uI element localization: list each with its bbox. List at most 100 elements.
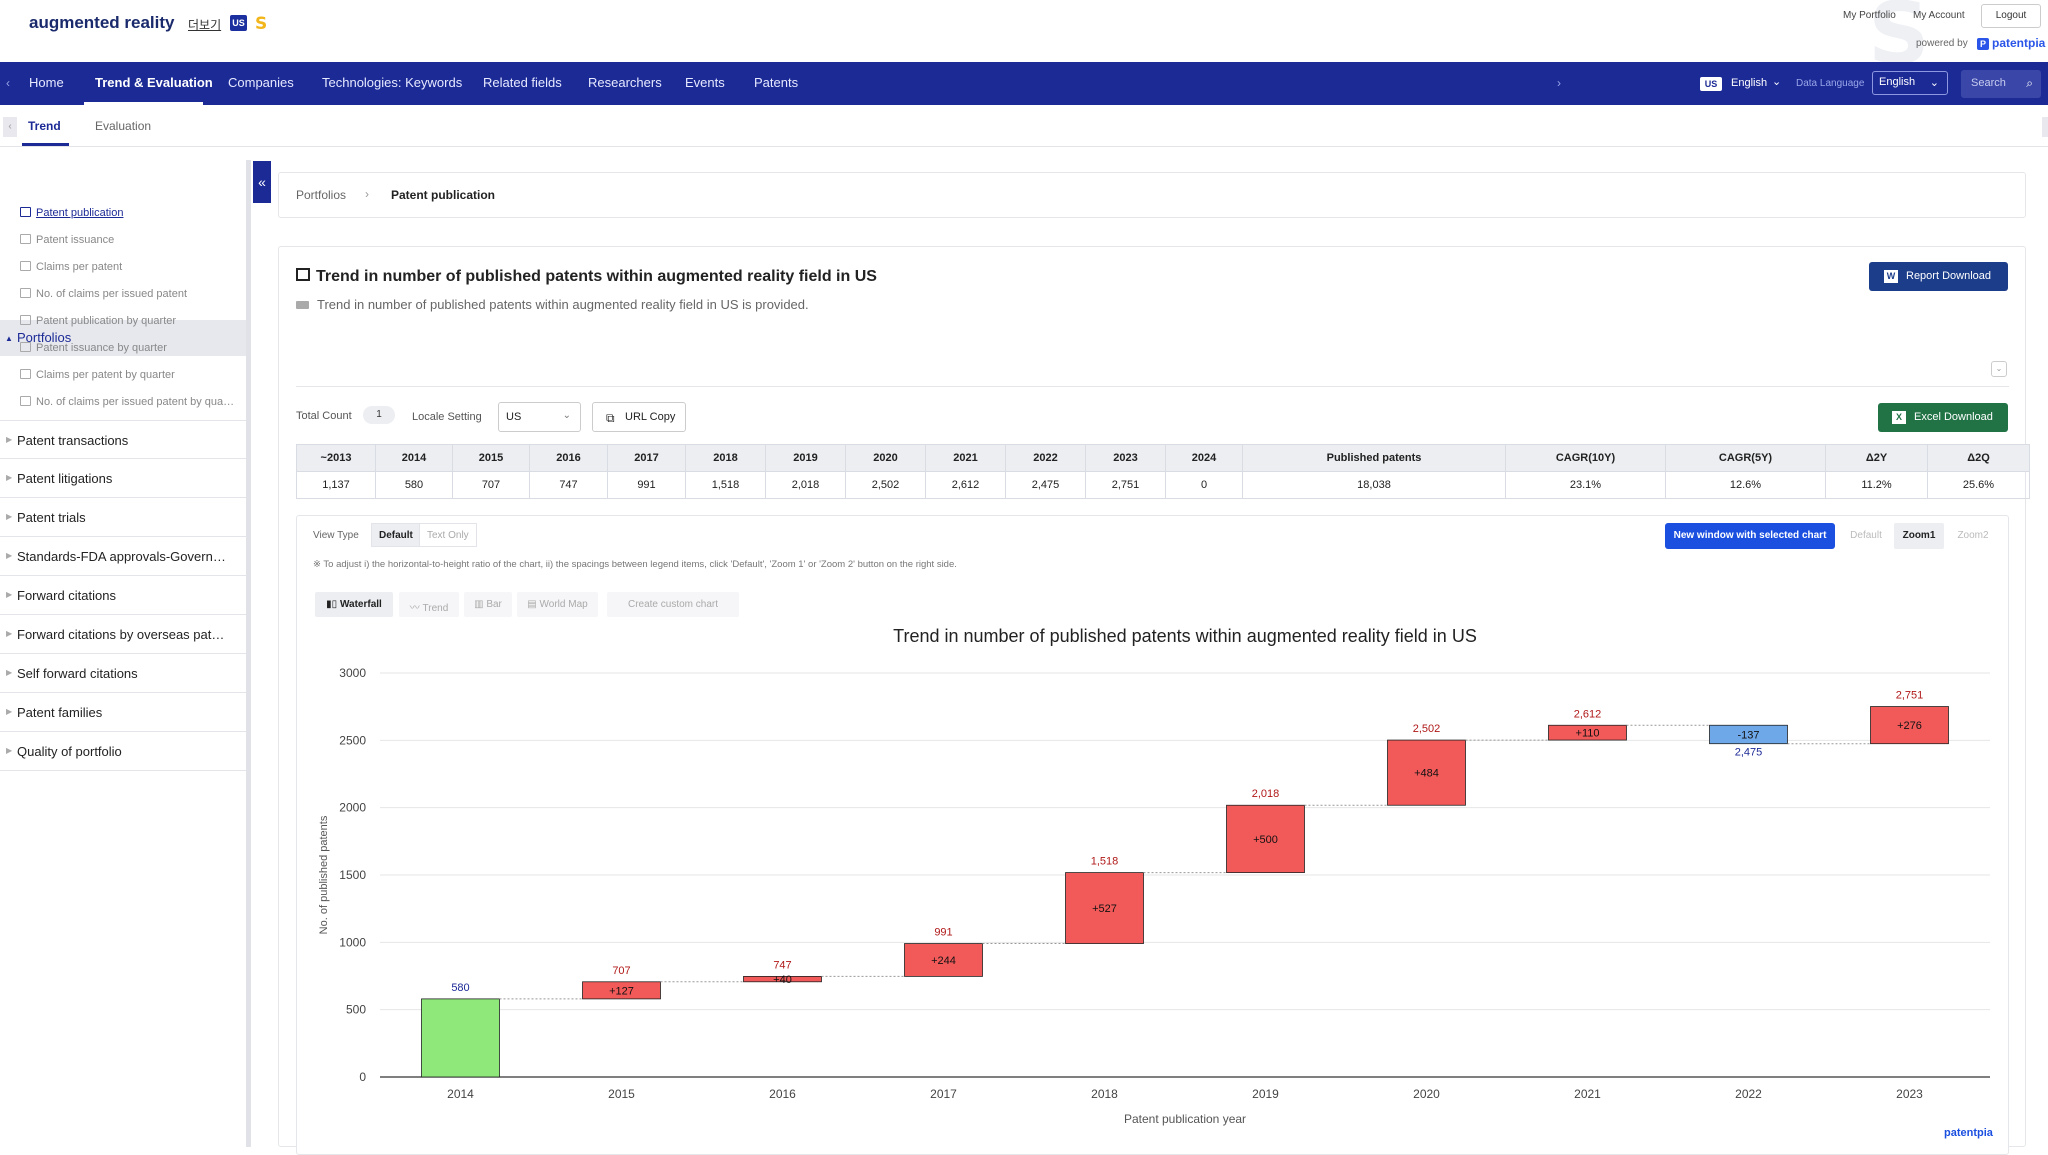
zoom1-button[interactable]: Zoom1 [1894,523,1944,549]
my-portfolio-link[interactable]: My Portfolio [1843,10,1896,21]
nav-technologies-keywords[interactable]: Technologies: Keywords [322,75,463,90]
search-icon[interactable]: ⌕ [2026,76,2033,90]
sidebar-section-label: Self forward citations [17,666,138,681]
stats-value-cell: 580 [375,471,453,499]
locale-setting-label: Locale Setting [412,411,482,423]
nav-scroll-left-icon[interactable]: ‹ [6,76,10,90]
stats-value-cell: 2,751 [1085,471,1166,499]
stats-header-cell: 2020 [845,444,926,472]
edit-icon [20,261,31,272]
nav-patents[interactable]: Patents [754,75,799,90]
chart-tab-waterfall[interactable]: ▮▯ Waterfall [315,592,393,617]
sidebar-item-issuance-by-quarter[interactable]: Patent issuance by quarter [20,342,167,354]
chart-ratio-note: ※ To adjust i) the horizontal-to-height … [313,559,957,570]
nav-companies[interactable]: Companies [228,75,294,90]
chart-tab-create-custom[interactable]: Create custom chart [607,592,739,617]
logout-button[interactable]: Logout [1981,4,2041,28]
stats-value-cell: 1,518 [685,471,766,499]
sub-tab-scroll-right[interactable] [2042,117,2048,137]
sidebar-section-patent-trials[interactable]: ▶ Patent trials [0,498,246,537]
more-link[interactable]: 더보기 [188,18,222,32]
stats-header-cell: 2018 [685,444,766,472]
x-tick-label: 2023 [1896,1087,1923,1101]
sidebar-item-claims-per-patent[interactable]: Claims per patent [20,261,122,273]
stats-header-cell: Published patents [1242,444,1506,472]
view-type-text-only-button[interactable]: Text Only [419,523,477,547]
sidebar-section-label: Patent litigations [17,471,113,486]
triangle-right-icon: ▶ [6,668,13,677]
total-label: 2,612 [1574,708,1602,720]
edit-icon [20,288,31,299]
sidebar-section-standards[interactable]: ▶ Standards-FDA approvals-Govern… [0,537,246,576]
my-account-link[interactable]: My Account [1913,10,1965,21]
view-type-default-button[interactable]: Default [371,523,421,547]
triangle-right-icon: ▶ [6,707,13,716]
url-copy-button[interactable]: ⧉ URL Copy [592,402,686,432]
report-download-button[interactable]: W Report Download [1869,262,2008,291]
breadcrumb-parent[interactable]: Portfolios [296,188,347,202]
total-label: 580 [451,982,469,994]
search-input[interactable]: Search ⌕ [1961,70,2041,98]
stats-table: ~2013 2014 2015 2016 2017 2018 2019 2020 2021 202… [296,444,2030,499]
sidebar-item-claims-per-issued-patent[interactable]: No. of claims per issued patent [20,288,187,300]
excel-download-button[interactable]: X Excel Download [1878,403,2008,432]
locale-select[interactable]: US ⌄ [498,402,581,432]
stats-header-cell: 2015 [452,444,530,472]
chart-tab-world-map[interactable]: ▤ World Map [517,592,598,617]
sidebar-section-quality[interactable]: ▶ Quality of portfolio [0,732,246,771]
view-type-label: View Type [313,530,359,541]
sub-tab-scroll-left-icon[interactable]: ‹ [3,117,17,137]
sidebar-item-label: Claims per patent by quarter [36,369,175,381]
edit-icon [20,234,31,245]
tab-evaluation[interactable]: Evaluation [95,119,152,133]
stats-value-cell: 11.2% [1825,471,1928,499]
sidebar-section-label: Portfolios [17,330,72,345]
nav-home[interactable]: Home [29,75,64,90]
sidebar-item-patent-issuance[interactable]: Patent issuance [20,234,114,246]
nav-researchers[interactable]: Researchers [588,75,662,90]
chart-tab-bar[interactable]: ▥ Bar [464,592,512,617]
delta-label: +500 [1253,834,1278,846]
nav-related-fields[interactable]: Related fields [483,75,562,90]
stats-value-cell: 23.1% [1505,471,1666,499]
patentpia-brand[interactable]: patentpia [1992,36,2046,50]
sidebar-section-forward-citations[interactable]: ▶ Forward citations [0,576,246,615]
tag-icon [296,300,309,309]
sidebar-section-label: Standards-FDA approvals-Govern… [17,549,226,564]
sidebar-section-patent-litigations[interactable]: ▶ Patent litigations [0,459,246,498]
tab-trend[interactable]: Trend [28,119,61,133]
edit-icon [20,396,31,407]
sidebar-scrollbar[interactable] [246,160,251,1147]
x-tick-label: 2018 [1091,1087,1118,1101]
chart-tab-trend[interactable]: 〰 Trend [399,592,459,617]
chart-tab-label: Bar [486,599,502,610]
zoom2-button[interactable]: Zoom2 [1957,530,1989,541]
zoom-default-button[interactable]: Default [1850,530,1882,541]
language-selector[interactable]: English [1731,77,1768,89]
nav-events[interactable]: Events [685,75,725,90]
country-flag-badge: US [1700,77,1722,91]
waterfall-bar [743,976,822,983]
sidebar-item-claims-issued-by-quarter[interactable]: No. of claims per issued patent by qua… [20,396,234,408]
sidebar-item-claims-by-quarter[interactable]: Claims per patent by quarter [20,369,175,381]
sidebar-section-patent-transactions[interactable]: ▶ Patent transactions [0,420,246,459]
data-language-select[interactable]: English ⌄ [1872,71,1948,95]
delta-label: -137 [1737,729,1759,741]
waterfall-bar [1870,706,1949,745]
collapse-sidebar-button[interactable]: « [253,161,271,203]
sidebar-section-overseas-citations[interactable]: ▶ Forward citations by overseas pat… [0,615,246,654]
sidebar-section-self-citations[interactable]: ▶ Self forward citations [0,654,246,693]
new-window-button[interactable]: New window with selected chart [1665,523,1835,549]
triangle-right-icon: ▶ [6,435,13,444]
y-tick-label: 1500 [339,868,366,882]
stats-header-cell: 2014 [375,444,453,472]
nav-trend-evaluation[interactable]: Trend & Evaluation [95,75,213,90]
sidebar-section-portfolios[interactable]: ▲ Portfolios [0,320,246,356]
chevron-down-icon[interactable]: ⌄ [1991,361,2007,377]
breadcrumb-current: Patent publication [391,188,496,202]
chevron-down-icon[interactable]: ⌄ [1772,76,1782,88]
sidebar-item-publication-by-quarter[interactable]: Patent publication by quarter [20,315,176,327]
sidebar-item-patent-publication[interactable]: Patent publication [20,207,123,219]
nav-scroll-right-icon[interactable]: › [1557,76,1561,90]
sidebar-section-patent-families[interactable]: ▶ Patent families [0,693,246,732]
